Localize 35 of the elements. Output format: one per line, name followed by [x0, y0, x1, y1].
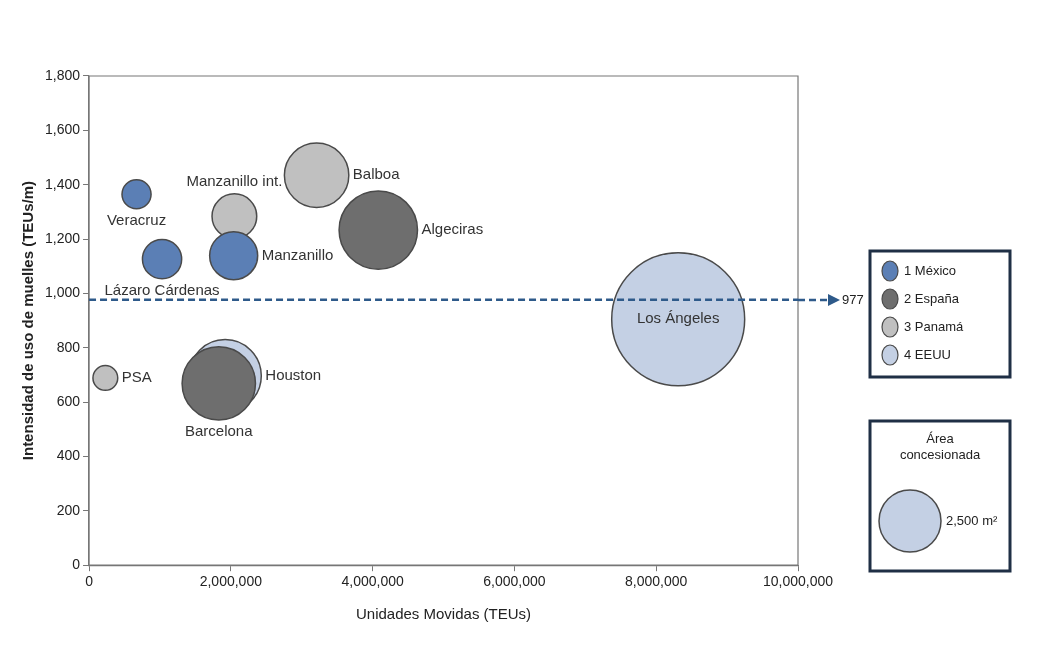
annotation: Balboa	[352, 165, 401, 183]
x-tick-label: 0	[85, 573, 94, 590]
annotation: Barcelona	[185, 422, 254, 440]
x-tick-label: 10,000,000	[762, 573, 834, 590]
ref-line-label: 977	[842, 291, 864, 308]
annotation: Manzanillo int.	[186, 172, 283, 190]
x-axis-title: Unidades Movidas (TEUs)	[355, 605, 532, 623]
legend-label: 2 España	[904, 290, 960, 306]
y-tick-label: 1,600	[44, 121, 81, 138]
annotation: Lázaro Cárdenas	[104, 280, 220, 298]
annotation: Manzanillo	[261, 245, 334, 263]
legend-label: 1 México	[904, 262, 957, 278]
y-tick-label: 600	[56, 392, 81, 409]
annotation: Houston	[265, 365, 322, 383]
text: Área concesionada	[899, 430, 981, 462]
annotation: Algeciras	[421, 220, 484, 238]
y-tick-label: 800	[56, 338, 81, 355]
y-tick-label: 1,000	[44, 284, 81, 301]
y-tick-label: 0	[72, 556, 81, 573]
y-axis-title: Intensidad de uso de muelles (TEUs/m)	[19, 180, 37, 461]
y-tick-label: 200	[56, 501, 81, 518]
x-tick-label: 6,000,000	[483, 573, 546, 590]
x-tick-label: 2,000,000	[199, 573, 263, 590]
x-tick-label: 4,000,000	[341, 573, 404, 590]
legend-label: 3 Panamá	[904, 318, 965, 334]
annotation: Veracruz	[106, 210, 167, 228]
x-tick-label: 8,000,000	[625, 573, 688, 590]
legend-label: 2,500 m²	[946, 512, 998, 528]
annotation: PSA	[121, 368, 152, 386]
legend-label: 4 EEUU	[904, 346, 951, 362]
y-tick-label: 1,200	[44, 229, 81, 246]
y-tick-label: 1,400	[44, 175, 81, 192]
y-tick-label: 1,800	[44, 66, 81, 83]
y-tick-label: 400	[56, 447, 81, 464]
annotation: Los Ángeles	[636, 309, 720, 327]
